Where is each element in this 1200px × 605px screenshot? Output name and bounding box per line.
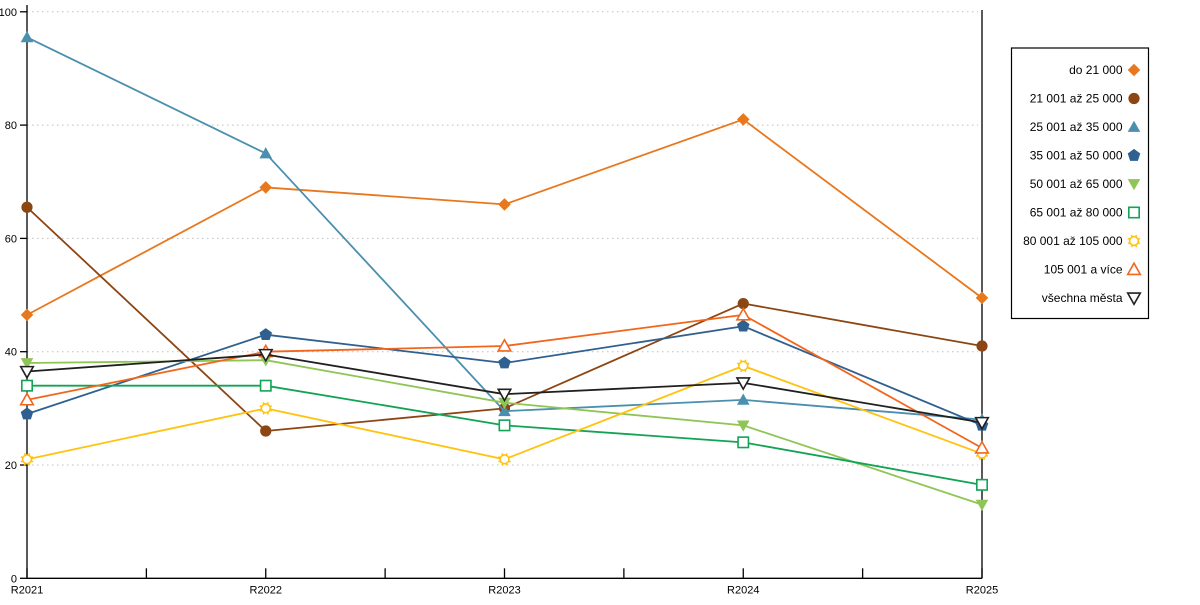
marker-square-open [737,436,750,449]
marker-triangle-up [736,393,750,405]
marker-triangle-down [736,420,750,432]
marker-triangle-down-open [19,365,35,380]
marker-triangle-up-open [19,391,35,406]
legend-label: 50 001 až 65 000 [1030,177,1123,191]
marker-triangle-up [259,147,273,159]
marker-diamond [20,308,34,322]
marker-circle [976,340,988,352]
x-tick-label-R2025: R2025 [966,584,998,596]
marker-pentagon [259,328,273,341]
marker-circle-open [738,360,749,372]
marker-triangle-down-open [974,416,990,431]
series-line [26,359,983,506]
marker-triangle-up-open [1126,261,1142,276]
marker-square-open [498,419,511,432]
legend [1010,47,1150,320]
x-tick-label-R2024: R2024 [727,584,759,596]
marker-circle-open [21,454,33,465]
marker-circle [737,297,749,310]
legend-label: 105 001 a více [1044,263,1123,277]
legend-label: 80 001 až 105 000 [1023,234,1123,248]
marker-square-open [1128,206,1141,219]
y-tick-label-80: 80 [5,120,17,132]
marker-pentagon [736,319,750,332]
marker-triangle-up-open [735,306,751,321]
marker-triangle-down [1127,179,1141,191]
marker-circle-open [499,454,510,465]
y-tick-label-0: 0 [11,573,17,585]
y-tick-label-40: 40 [5,347,17,359]
y-tick-label-20: 20 [5,460,17,472]
marker-triangle-up [1127,120,1141,132]
marker-diamond [736,113,750,126]
marker-triangle-up [20,30,34,43]
legend-label: 21 001 až 25 000 [1030,92,1123,106]
legend-label: 35 001 až 50 000 [1030,149,1123,163]
marker-triangle-down-open [1126,292,1142,306]
marker-square-open [259,379,272,392]
marker-circle [260,425,272,437]
legend-label: všechna města [1042,291,1123,305]
marker-square-open [20,379,33,392]
y-tick-label-100: 100 [0,7,17,19]
marker-circle-open [1128,235,1140,247]
marker-triangle-up-open [974,440,990,454]
marker-circle-open [260,403,271,414]
marker-triangle-down-open [258,348,274,363]
series-line [26,118,983,316]
marker-triangle-down [975,499,989,511]
marker-circle [1128,92,1140,105]
marker-pentagon [20,407,34,420]
marker-square-open [975,478,988,491]
marker-pentagon [1127,148,1141,161]
marker-triangle-up [498,404,511,417]
marker-triangle-up-open [496,338,513,352]
marker-circle [21,201,33,213]
legend-label: 25 001 až 35 000 [1030,120,1123,134]
marker-triangle-down-open [496,388,513,403]
x-tick-label-R2022: R2022 [250,584,282,596]
marker-pentagon [498,356,511,369]
x-tick-label-R2021: R2021 [11,584,43,596]
y-tick-label-60: 60 [5,233,17,245]
x-tick-label-R2023: R2023 [488,584,520,596]
marker-diamond [1127,63,1141,77]
marker-diamond [498,198,511,211]
marker-triangle-down [20,358,34,370]
marker-diamond [975,291,989,305]
legend-label: do 21 000 [1069,63,1123,77]
marker-triangle-down [498,397,511,409]
marker-diamond [259,181,273,194]
marker-triangle-down-open [735,377,751,391]
legend-label: 65 001 až 80 000 [1030,206,1123,220]
